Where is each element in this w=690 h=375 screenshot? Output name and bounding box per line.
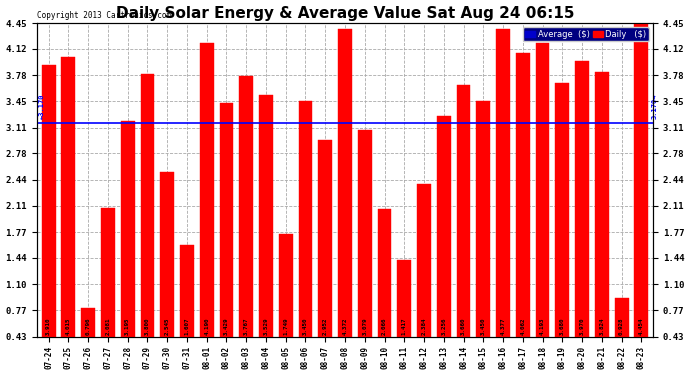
Bar [535,43,549,337]
Bar [219,103,233,337]
Text: 4.015: 4.015 [66,318,71,335]
Bar [121,121,135,337]
Bar [200,44,214,337]
Text: 3.450: 3.450 [303,318,308,335]
Text: 4.454: 4.454 [639,318,644,335]
Text: 3.680: 3.680 [560,318,565,335]
Bar [338,29,352,337]
Legend: Average  ($), Daily   ($): Average ($), Daily ($) [523,27,649,41]
Bar [318,140,332,337]
Text: 0.928: 0.928 [619,318,624,335]
Bar [615,298,629,337]
Bar [575,60,589,337]
Bar [437,116,451,337]
Text: 2.066: 2.066 [382,318,387,335]
Bar [634,23,649,337]
Text: 3.910: 3.910 [46,318,51,335]
Text: ←3.170: ←3.170 [39,93,45,119]
Bar [397,260,411,337]
Text: 3.450: 3.450 [481,318,486,335]
Text: 1.417: 1.417 [402,318,407,335]
Bar [239,76,253,337]
Bar [81,308,95,337]
Text: 2.384: 2.384 [422,318,426,335]
Text: 4.377: 4.377 [500,318,506,335]
Bar [141,74,155,337]
Bar [595,72,609,337]
Title: Daily Solar Energy & Average Value Sat Aug 24 06:15: Daily Solar Energy & Average Value Sat A… [116,6,574,21]
Text: 3.079: 3.079 [362,318,367,335]
Text: 4.193: 4.193 [540,318,545,335]
Bar [476,101,490,337]
Text: Copyright 2013 Cartronics.com: Copyright 2013 Cartronics.com [37,11,171,20]
Bar [101,208,115,337]
Bar [160,172,174,337]
Text: 3.824: 3.824 [600,318,604,335]
Bar [358,130,372,337]
Text: 0.796: 0.796 [86,318,90,335]
Text: 4.372: 4.372 [342,318,348,335]
Text: 3.660: 3.660 [461,318,466,335]
Text: 2.545: 2.545 [165,318,170,335]
Bar [457,85,471,337]
Text: 1.607: 1.607 [184,318,190,335]
Text: 3.195: 3.195 [125,318,130,335]
Bar [377,209,391,337]
Text: 4.190: 4.190 [204,318,209,335]
Text: 3.170→: 3.170→ [651,93,658,119]
Text: 3.256: 3.256 [442,318,446,335]
Text: 3.970: 3.970 [580,318,584,335]
Bar [259,95,273,337]
Text: 1.749: 1.749 [283,318,288,335]
Text: 2.081: 2.081 [106,318,110,335]
Text: 3.429: 3.429 [224,318,229,335]
Bar [299,101,313,337]
Text: 4.062: 4.062 [520,318,525,335]
Bar [61,57,75,337]
Bar [417,184,431,337]
Bar [516,53,530,337]
Bar [180,245,194,337]
Text: 3.800: 3.800 [145,318,150,335]
Text: 3.529: 3.529 [264,318,268,335]
Bar [279,234,293,337]
Text: 3.767: 3.767 [244,318,248,335]
Bar [555,83,569,337]
Text: 2.952: 2.952 [323,318,328,335]
Bar [496,29,510,337]
Bar [41,65,56,337]
